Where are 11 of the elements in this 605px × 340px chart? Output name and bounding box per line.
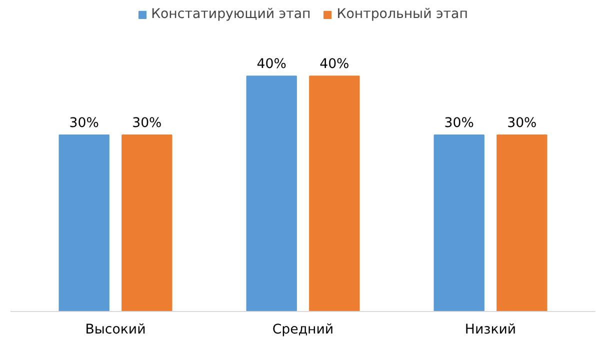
legend-label: Контрольный этап — [336, 7, 468, 22]
legend-label: Констатирующий этап — [151, 7, 311, 22]
data-label: 30% — [69, 116, 99, 131]
data-label: 40% — [320, 57, 350, 72]
data-label: 30% — [507, 116, 537, 131]
data-label: 30% — [132, 116, 162, 131]
data-label: 40% — [256, 57, 286, 72]
x-tick-label: Средний — [272, 322, 334, 338]
data-label: 30% — [444, 116, 474, 131]
x-tick-label: Низкий — [464, 322, 516, 338]
x-tick-label: Высокий — [85, 322, 146, 338]
